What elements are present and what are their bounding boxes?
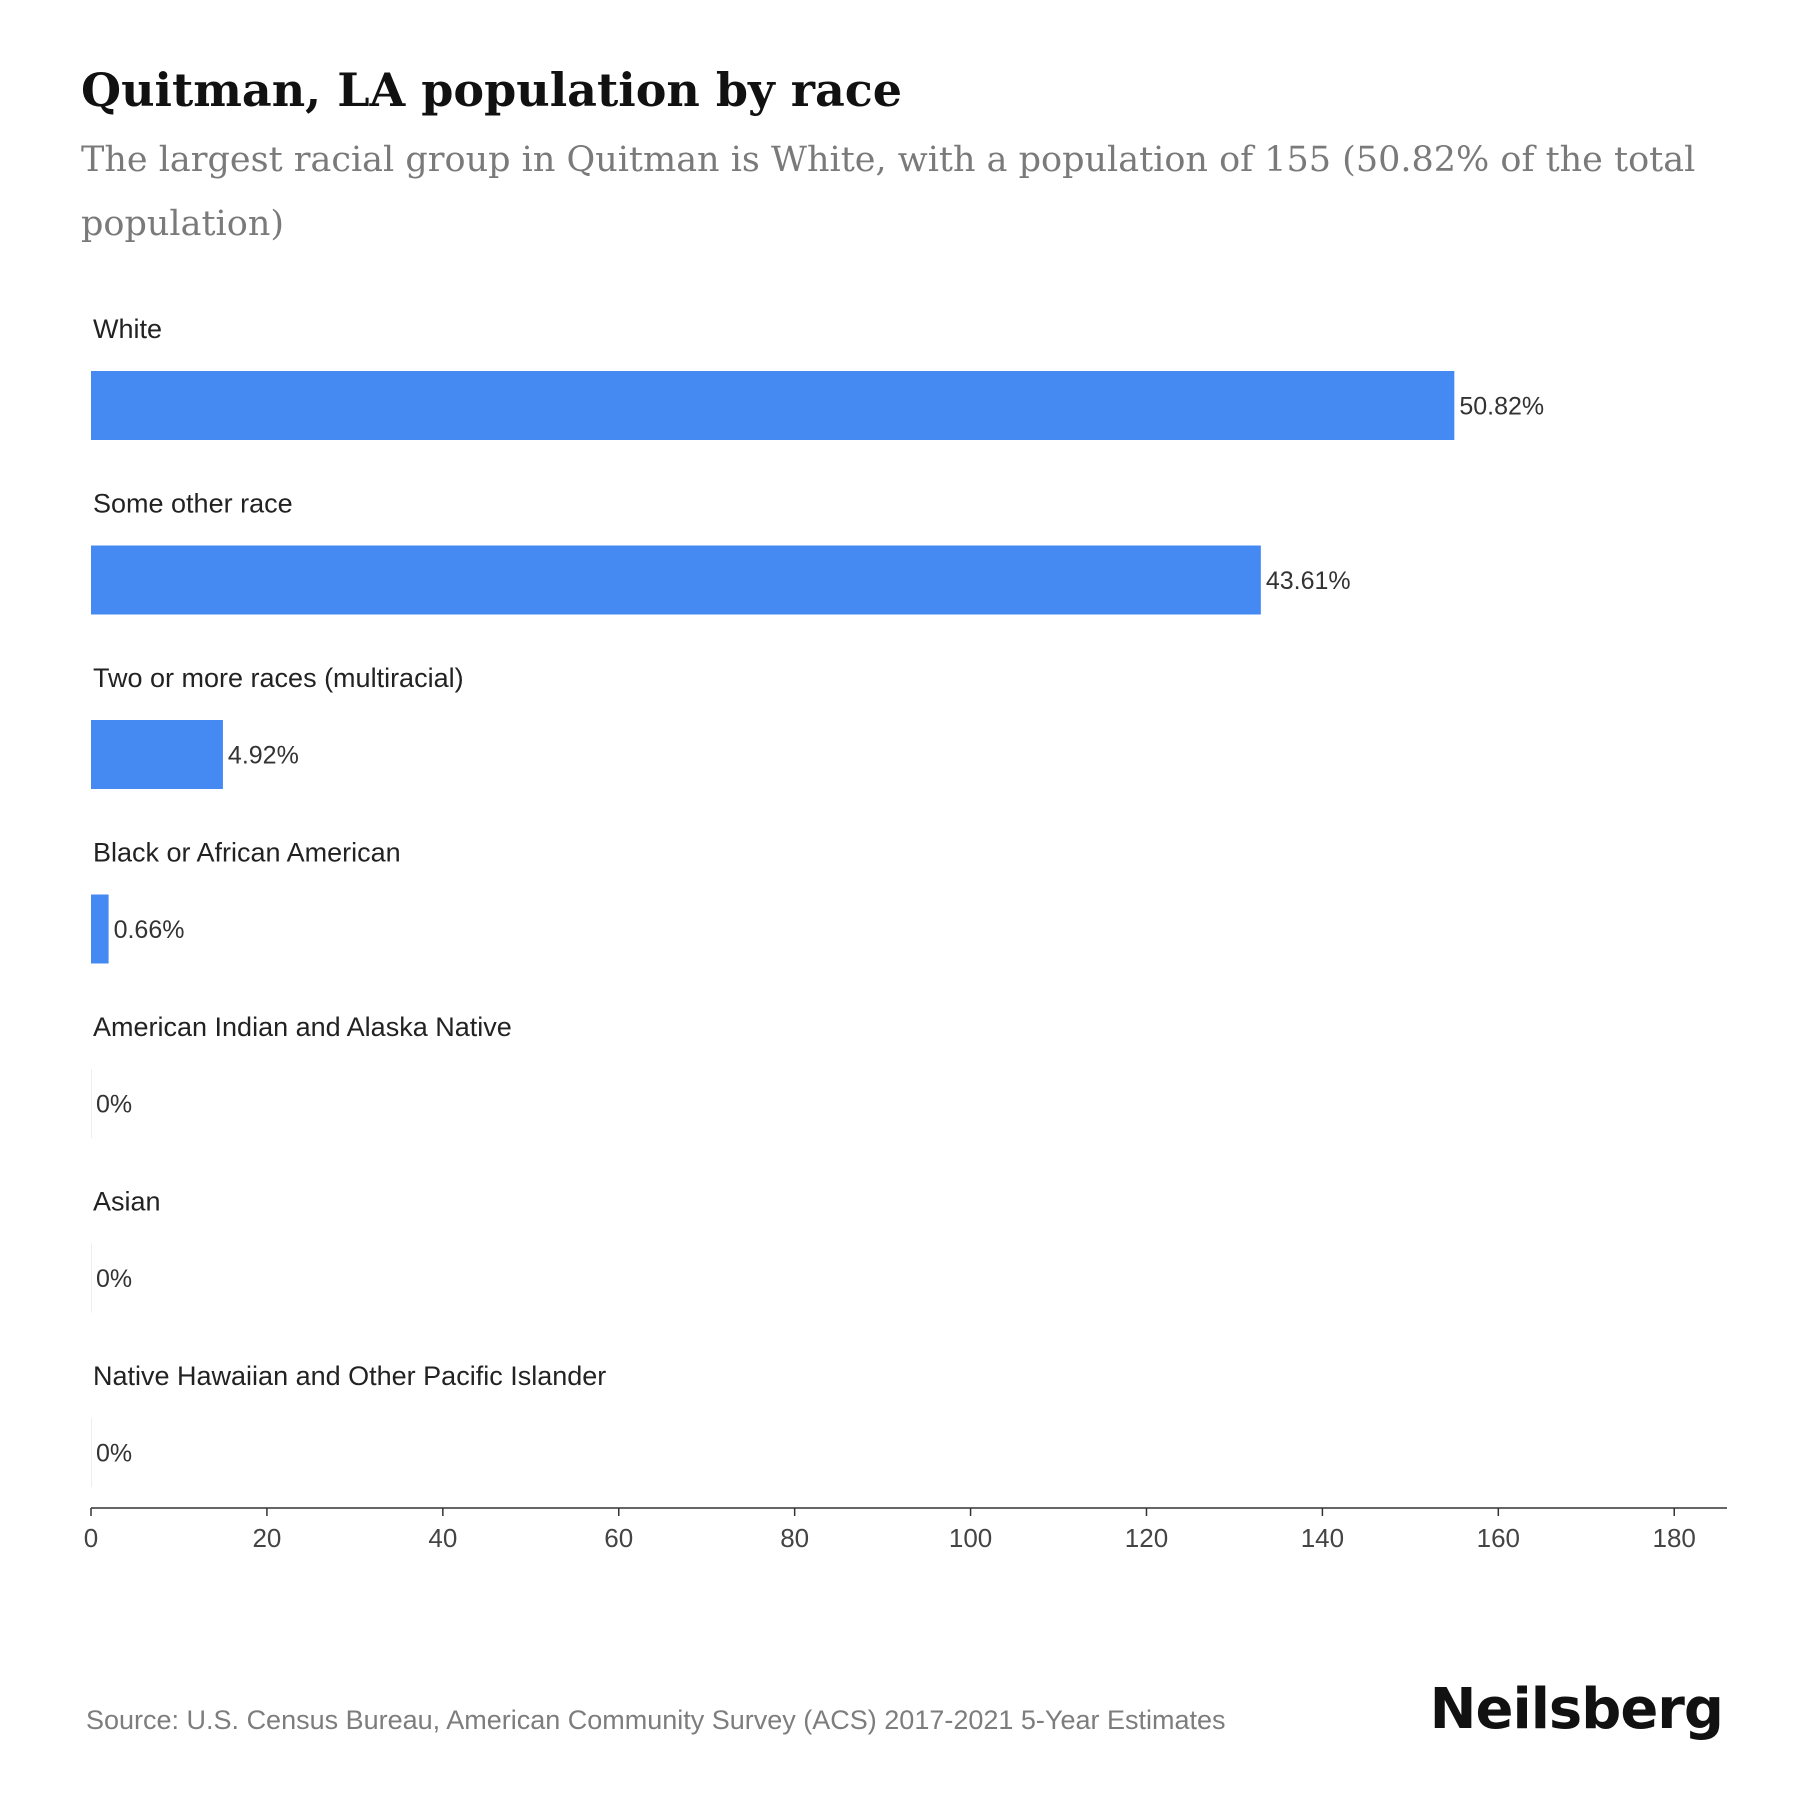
value-label: 4.92% [228, 742, 299, 770]
x-tick-label: 160 [1477, 1523, 1520, 1553]
value-label: 50.82% [1459, 393, 1544, 421]
bar [91, 894, 109, 964]
bar [91, 720, 223, 789]
x-tick-label: 100 [949, 1523, 992, 1553]
category-label: Black or African American [93, 838, 401, 868]
bar [91, 545, 1261, 615]
chart-title: Quitman, LA population by race [81, 63, 903, 117]
x-tick-label: 80 [780, 1523, 809, 1553]
category-label: White [93, 314, 162, 344]
value-label: 0.66% [114, 916, 185, 944]
category-label: Some other race [93, 489, 293, 519]
category-label: Asian [93, 1187, 161, 1217]
x-tick-label: 140 [1301, 1523, 1344, 1553]
value-label: 0% [96, 1091, 132, 1119]
x-tick-label: 20 [252, 1523, 281, 1553]
value-label: 43.61% [1266, 567, 1351, 595]
category-label: American Indian and Alaska Native [93, 1012, 512, 1042]
x-tick-label: 40 [428, 1523, 457, 1553]
x-tick-label: 0 [84, 1523, 98, 1553]
x-tick-label: 120 [1125, 1523, 1168, 1553]
category-label: Native Hawaiian and Other Pacific Island… [93, 1361, 606, 1391]
x-tick-label: 60 [604, 1523, 633, 1553]
brand-logo: Neilsberg [1429, 1677, 1724, 1742]
x-tick-label: 180 [1653, 1523, 1696, 1553]
value-label: 0% [96, 1265, 132, 1293]
category-label: Two or more races (multiracial) [93, 663, 464, 693]
source-note: Source: U.S. Census Bureau, American Com… [86, 1705, 1226, 1735]
chart-subtitle: The largest racial group in Quitman is W… [81, 140, 1696, 244]
bar [91, 371, 1455, 440]
value-label: 0% [96, 1440, 132, 1468]
